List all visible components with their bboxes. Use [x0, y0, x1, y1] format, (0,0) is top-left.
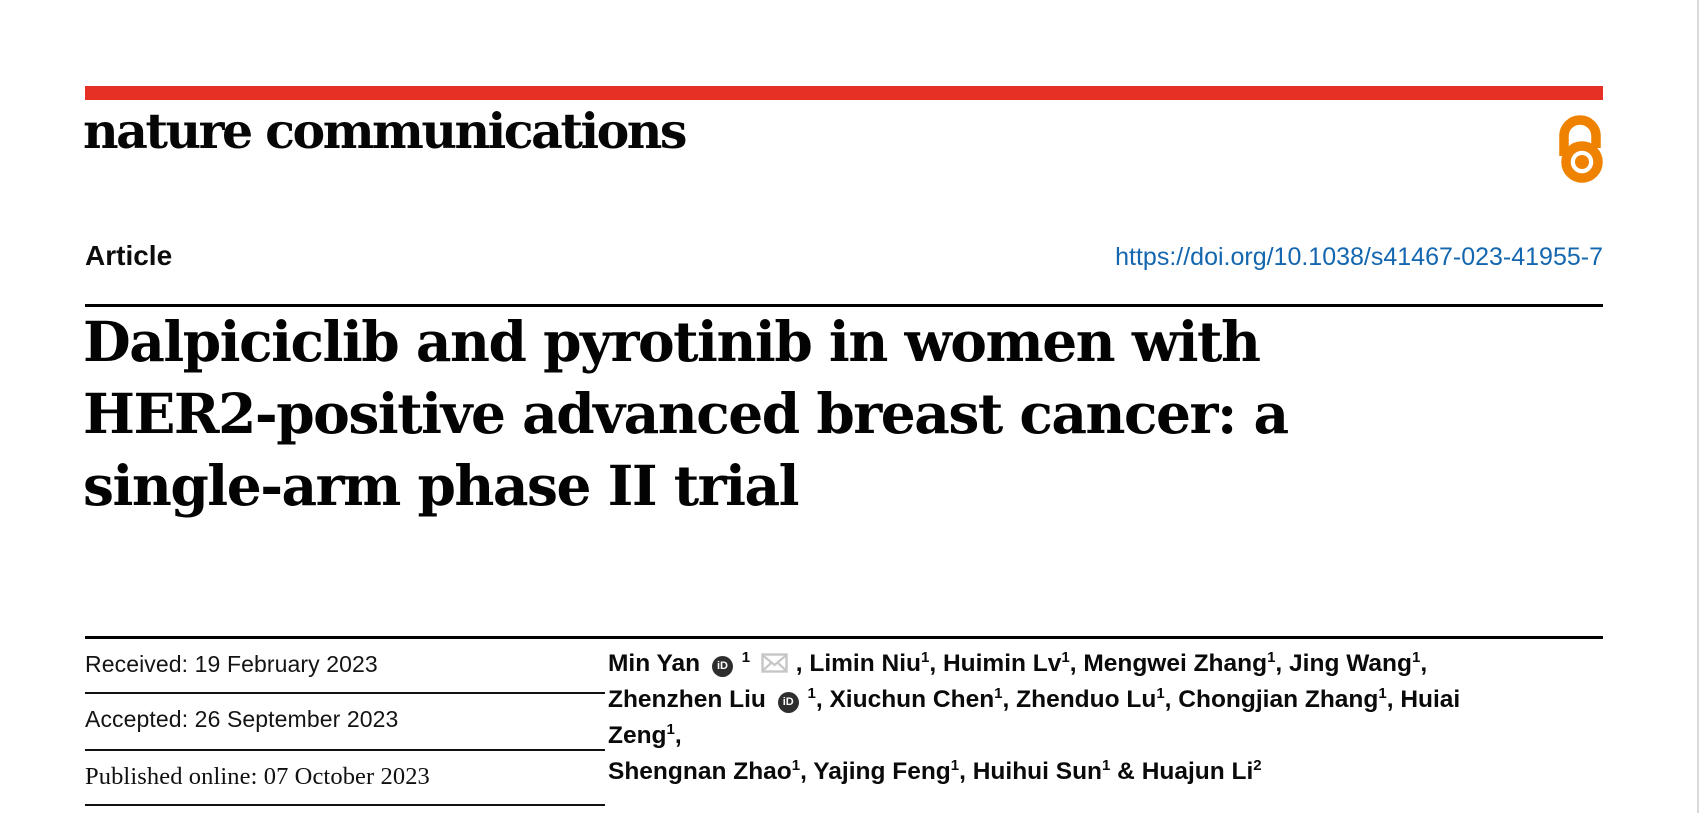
received-date: Received: 19 February 2023	[85, 651, 378, 677]
author-name: Shengnan Zhao	[608, 758, 792, 785]
author-name: Chongjian Zhang	[1178, 686, 1379, 713]
affiliation-superscript: 1	[666, 720, 675, 738]
author-name: Min Yan	[608, 650, 701, 677]
article-meta-row: Article https://doi.org/10.1038/s41467-0…	[85, 240, 1603, 272]
page-edge-divider	[1697, 0, 1699, 813]
affiliation-superscript: 1	[920, 648, 930, 666]
affiliation-superscript: 1	[1061, 648, 1070, 666]
author-name: Huimin Lv	[942, 650, 1062, 677]
affiliation-superscript: 1	[1412, 648, 1421, 666]
journal-brand-bar	[85, 86, 1603, 100]
history-divider	[85, 804, 605, 806]
author-name: Huiai Zeng	[608, 686, 1461, 749]
open-access-icon	[1559, 115, 1603, 183]
affiliation-superscript: 1	[994, 684, 1003, 702]
history-divider	[85, 692, 605, 694]
history-top-rule	[85, 636, 1603, 639]
author-list: Min Yan iD 1 , Limin Niu1, Huimin Lv1, M…	[608, 648, 1461, 785]
journal-logo: nature communications	[83, 102, 688, 160]
affiliation-superscript: 1	[741, 648, 751, 666]
accepted-date: Accepted: 26 September 2023	[85, 706, 399, 732]
affiliation-superscript: 1	[791, 756, 801, 774]
affiliation-superscript: 1	[1102, 756, 1111, 774]
title-line-1: Dalpiciclib and pyrotinib in women with	[83, 309, 1261, 374]
history-divider	[85, 749, 605, 751]
affiliation-superscript: 1	[807, 684, 816, 702]
title-line-3: single-arm phase II trial	[83, 453, 800, 518]
author-name: Xiuchun Chen	[829, 686, 995, 713]
affiliation-superscript: 1	[1378, 684, 1387, 702]
article-type-label: Article	[85, 240, 173, 271]
author-name: Mengwei Zhang	[1083, 650, 1268, 677]
orcid-icon[interactable]: iD	[711, 656, 733, 677]
header-rule	[85, 304, 1603, 307]
affiliation-superscript: 1	[1156, 684, 1165, 702]
email-envelope-icon[interactable]	[761, 653, 788, 673]
affiliation-superscript: 2	[1253, 756, 1262, 774]
author-name: Zhenduo Lu	[1016, 686, 1157, 713]
orcid-icon[interactable]: iD	[777, 692, 799, 713]
author-name: Zhenzhen Liu	[608, 686, 766, 713]
article-title: Dalpiciclib and pyrotinib in women with …	[83, 306, 1563, 522]
author-name: Yajing Feng	[813, 758, 951, 785]
published-date: Published online: 07 October 2023	[85, 763, 430, 790]
title-line-2: HER2-positive advanced breast cancer: a	[83, 381, 1289, 446]
author-name: Limin Niu	[809, 650, 921, 677]
author-name: Huihui Sun	[972, 758, 1103, 785]
doi-link[interactable]: https://doi.org/10.1038/s41467-023-41955…	[1115, 243, 1603, 271]
author-name: Huajun Li	[1141, 758, 1254, 785]
author-name: Jing Wang	[1289, 650, 1412, 677]
affiliation-superscript: 1	[950, 756, 960, 774]
affiliation-superscript: 1	[1267, 648, 1276, 666]
